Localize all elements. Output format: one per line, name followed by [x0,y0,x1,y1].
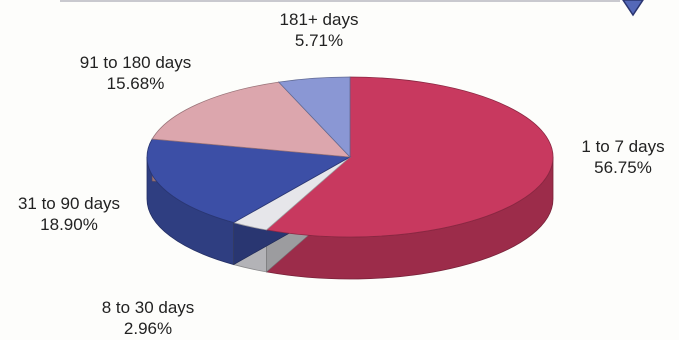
slice-label-31-to-90-days: 31 to 90 days 18.90% [4,193,134,235]
slice-label-name: 91 to 180 days [79,53,192,72]
slice-label-name: 181+ days [279,10,359,29]
slice-label-name: 1 to 7 days [581,137,665,156]
slice-label-percent: 2.96% [123,319,173,338]
slice-label-8-to-30-days: 8 to 30 days 2.96% [83,297,213,339]
slice-label-1-to-7-days: 1 to 7 days 56.75% [568,136,678,178]
triangle-marker-icon [622,0,644,17]
slice-label-91-to-180-days: 91 to 180 days 15.68% [63,52,208,94]
slice-label-percent: 56.75% [594,158,652,177]
slice-label-name: 31 to 90 days [17,194,121,213]
pie-slice-181-days [277,76,351,159]
slice-label-181-plus-days: 181+ days 5.71% [259,9,379,51]
top-rule-divider [60,0,620,2]
slice-label-percent: 18.90% [40,215,98,234]
slice-label-name: 8 to 30 days [101,298,195,317]
slice-label-percent: 15.68% [106,74,165,93]
pie-slice-1-to-7-days [265,76,554,238]
pie-slice-31-to-90-days [146,138,352,223]
slice-label-percent: 5.71% [294,31,344,50]
pie-slice-91-to-180-days [151,81,352,158]
